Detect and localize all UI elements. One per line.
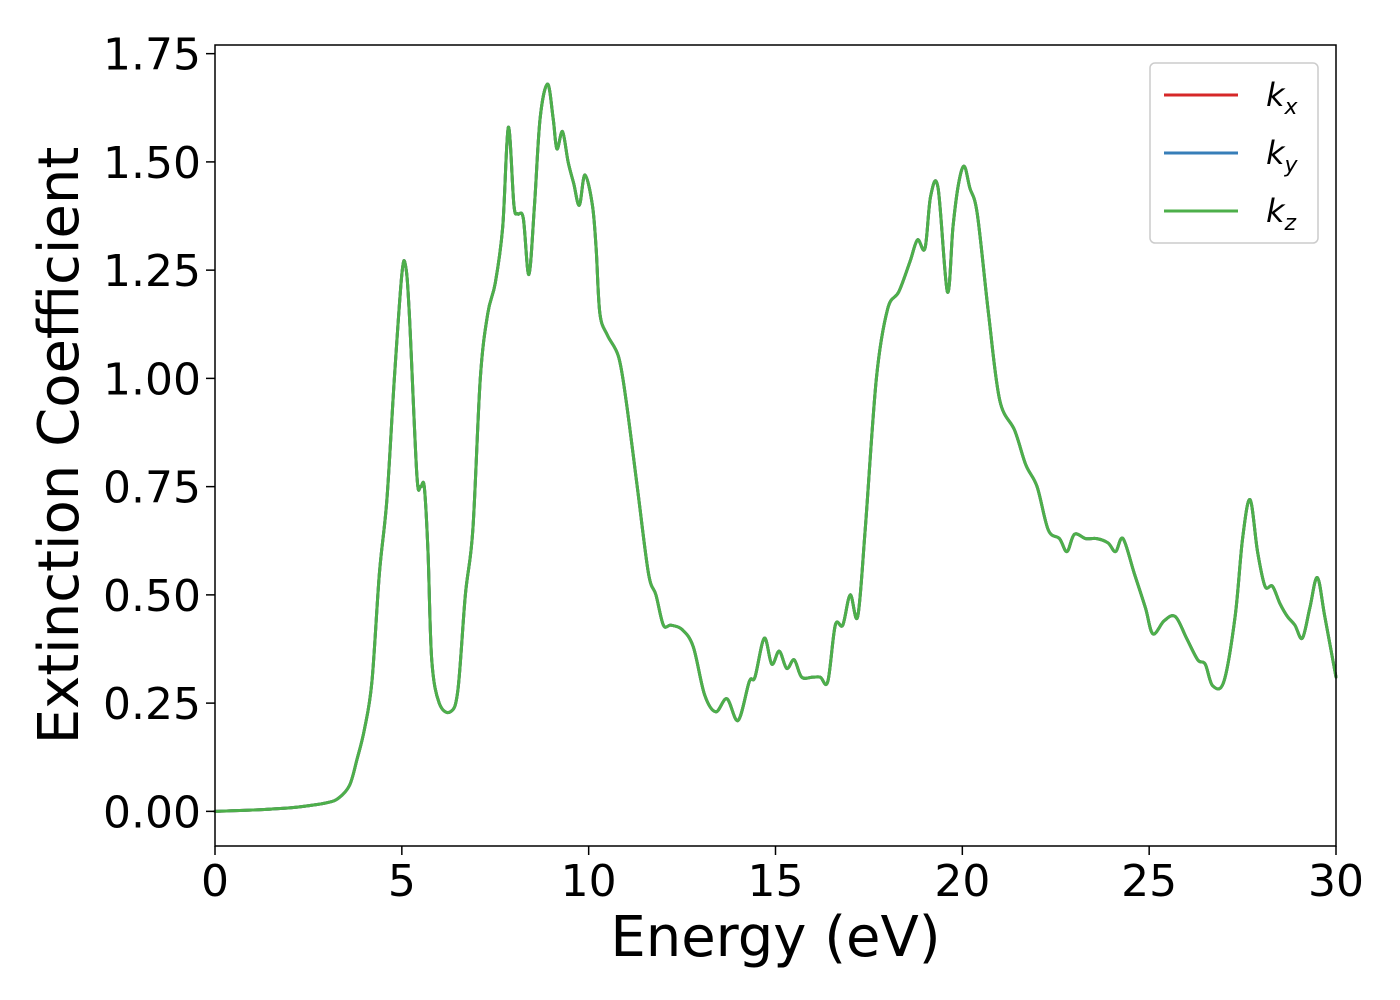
y-tick-label: 0.25	[103, 679, 201, 730]
y-tick-label: 1.25	[103, 246, 201, 297]
series-layer	[213, 82, 1338, 813]
series-line-kz	[213, 82, 1338, 813]
legend-label-kx: kx	[1266, 76, 1299, 120]
y-axis-label: Extinction Coefficient	[27, 147, 92, 745]
legend-label-kz: kz	[1266, 192, 1297, 236]
y-tick-label: 1.00	[103, 354, 201, 405]
x-axis: 0 5 10 15 20 25 30	[201, 846, 1364, 907]
x-tick-label: 5	[388, 856, 416, 907]
x-tick-label: 15	[748, 856, 804, 907]
legend-label-ky: ky	[1266, 134, 1299, 178]
x-tick-label: 20	[934, 856, 990, 907]
x-tick-label: 0	[201, 856, 229, 907]
y-tick-label: 0.75	[103, 463, 201, 514]
x-axis-label: Energy (eV)	[610, 905, 940, 970]
y-axis: 0.00 0.25 0.50 0.75 1.00 1.25 1.50 1.75	[103, 30, 215, 838]
x-tick-label: 25	[1121, 856, 1177, 907]
y-tick-label: 0.50	[103, 571, 201, 622]
y-tick-label: 1.50	[103, 138, 201, 189]
x-tick-label: 30	[1308, 856, 1364, 907]
y-tick-label: 0.00	[103, 787, 201, 838]
x-tick-label: 10	[561, 856, 617, 907]
legend: kx ky kz	[1149, 62, 1319, 244]
y-tick-label: 1.75	[103, 30, 201, 81]
